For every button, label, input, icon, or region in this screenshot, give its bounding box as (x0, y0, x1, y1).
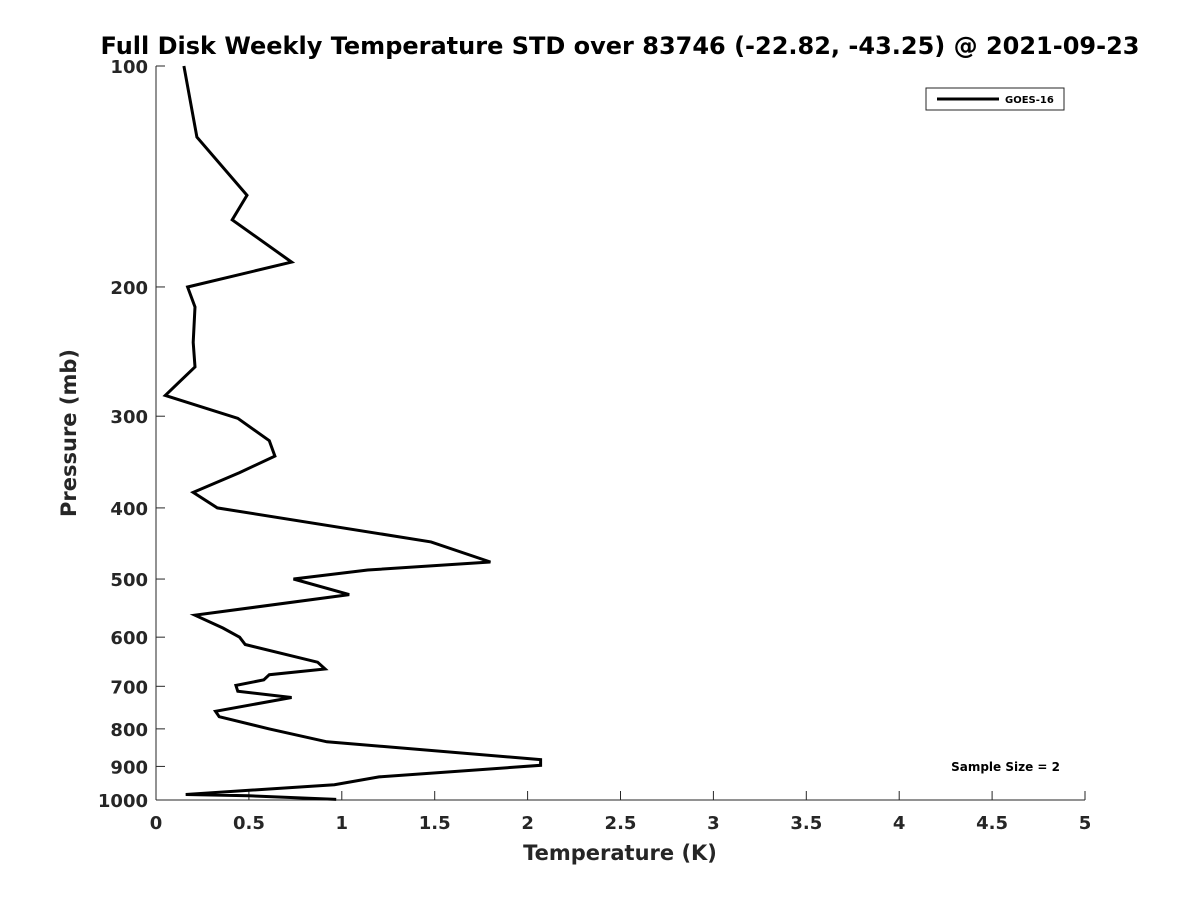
y-tick-label: 100 (110, 57, 148, 78)
x-tick-label: 4 (893, 813, 906, 834)
series-line-goes-16 (162, 65, 543, 801)
x-tick-label: 4.5 (976, 813, 1008, 834)
legend-entry-goes-16: GOES-16 (1005, 95, 1054, 106)
y-tick-label: 1000 (98, 791, 148, 812)
y-axis-ticks: 100 200 300 400 500 600 700 800 900 1000 (98, 57, 165, 812)
x-tick-label: 0 (150, 813, 163, 834)
sample-size-annotation: Sample Size = 2 (951, 760, 1060, 774)
x-axis-label: Temperature (K) (523, 841, 717, 865)
y-tick-label: 600 (110, 628, 148, 649)
x-tick-label: 3 (707, 813, 720, 834)
x-tick-label: 2 (521, 813, 534, 834)
y-tick-label: 900 (110, 757, 148, 778)
x-tick-label: 1.5 (419, 813, 451, 834)
x-axis-ticks: 0 0.5 1 1.5 2 2.5 3 3.5 4 4.5 5 (150, 791, 1092, 834)
x-tick-label: 0.5 (233, 813, 265, 834)
y-tick-label: 700 (110, 677, 148, 698)
y-tick-label: 800 (110, 720, 148, 741)
y-tick-label: 200 (110, 278, 148, 299)
y-tick-label: 500 (110, 570, 148, 591)
y-tick-label: 300 (110, 407, 148, 428)
legend: GOES-16 (925, 87, 1065, 111)
chart-title: Full Disk Weekly Temperature STD over 83… (101, 32, 1140, 60)
x-tick-label: 5 (1079, 813, 1092, 834)
x-tick-label: 3.5 (790, 813, 822, 834)
x-tick-label: 1 (336, 813, 349, 834)
x-tick-label: 2.5 (605, 813, 637, 834)
y-tick-label: 400 (110, 499, 148, 520)
plot-frame (155, 66, 1085, 801)
y-axis-label: Pressure (mb) (57, 349, 81, 517)
